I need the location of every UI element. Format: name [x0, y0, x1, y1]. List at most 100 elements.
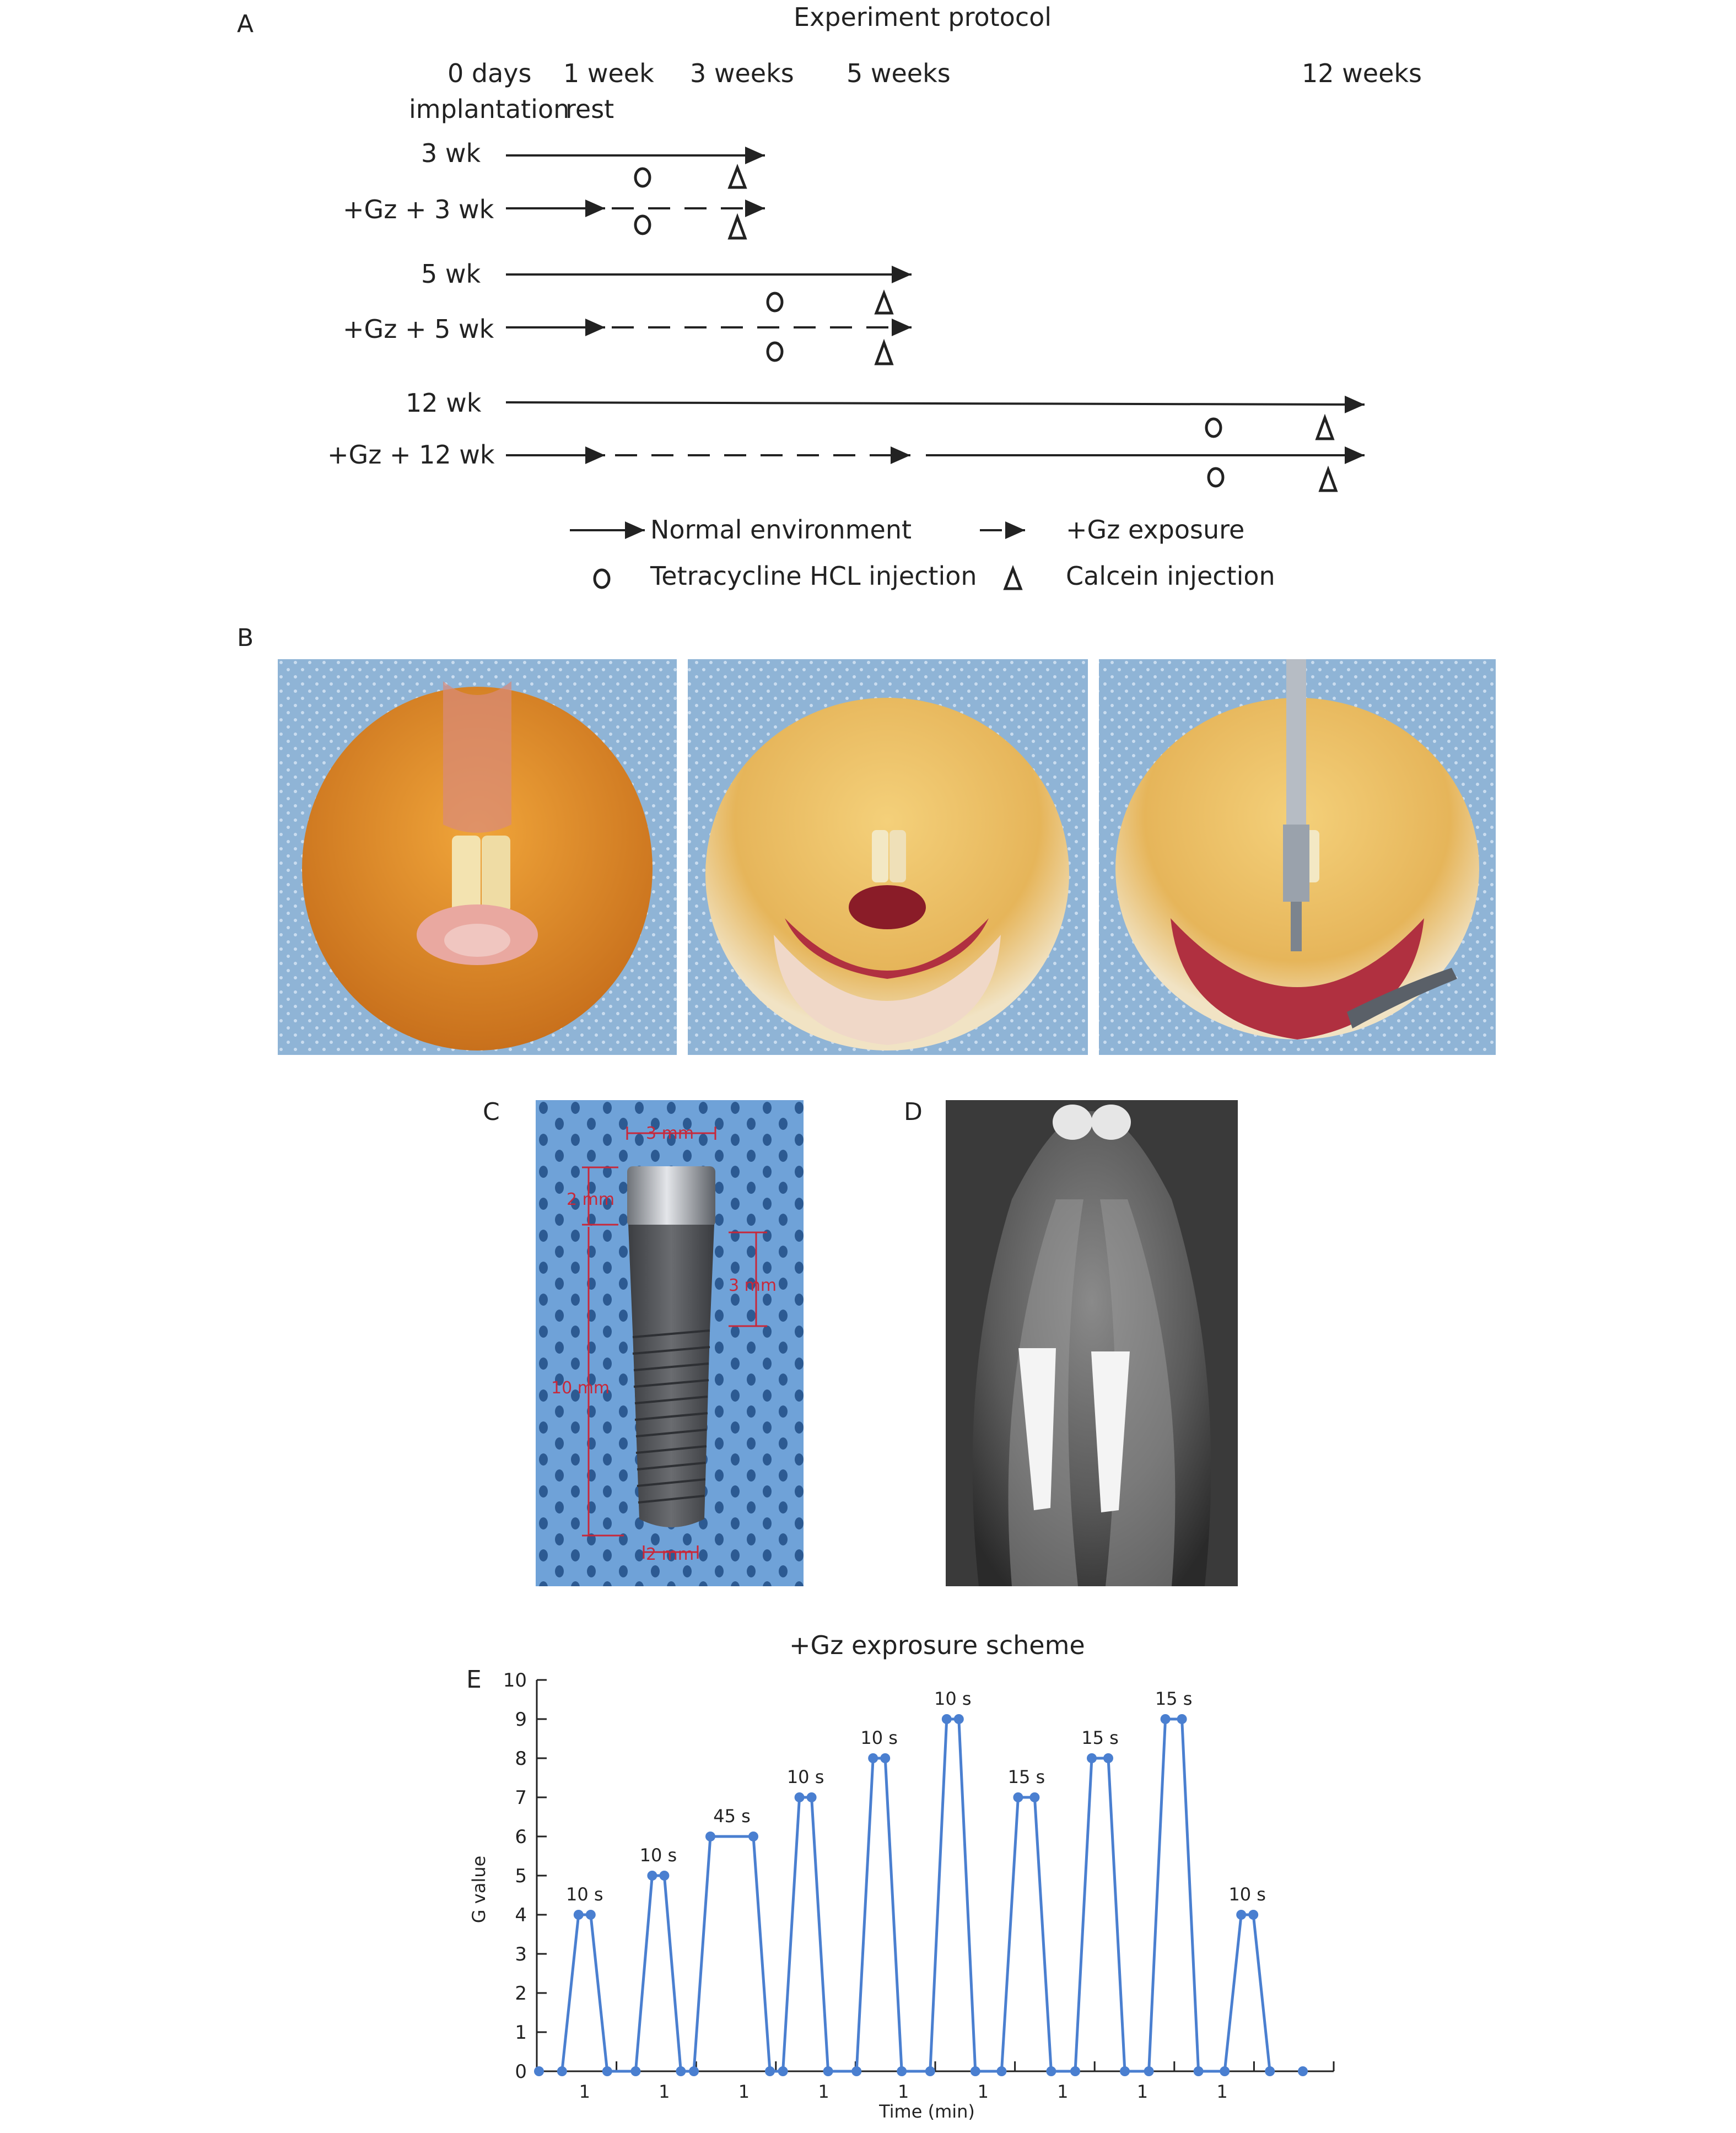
row-label-3wk: 3 wk — [421, 138, 481, 168]
legend-normal-label: Normal environment — [650, 515, 912, 545]
timepoint-1-week: 1 week — [563, 58, 654, 88]
y-tick-label: 4 — [515, 1904, 527, 1926]
implant-photo: 3 mm 2 mm 3 mm 10 mm 2 mm — [536, 1100, 804, 1586]
pulse-duration-label: 10 s — [934, 1688, 972, 1709]
data-point — [1177, 1714, 1187, 1724]
data-point — [1029, 1792, 1040, 1802]
x-tick-label: 1 — [978, 2081, 989, 2102]
timepoint-3-weeks: 3 weeks — [690, 58, 794, 88]
row-label-5wk: 5 wk — [421, 259, 481, 289]
x-tick-label: 1 — [738, 2081, 750, 2102]
data-point — [573, 1910, 584, 1920]
x-tick-label: 1 — [1216, 2081, 1227, 2102]
calcein-marker-12wk — [1315, 413, 1335, 440]
arrow-12wk-normal — [505, 395, 1365, 413]
pulse-duration-label: 15 s — [1155, 1688, 1193, 1709]
data-point — [851, 2066, 862, 2076]
row-label-gz-3wk: +Gz + 3 wk — [343, 195, 494, 224]
pulse-duration-label: 10 s — [860, 1727, 898, 1748]
tetracycline-marker-3wk — [634, 167, 651, 188]
y-tick-label: 2 — [515, 1983, 527, 2005]
data-point — [897, 2066, 907, 2076]
data-point — [602, 2066, 612, 2076]
dimension-label-collar-height: 2 mm — [567, 1190, 614, 1209]
timepoint-12-weeks: 12 weeks — [1302, 58, 1422, 88]
protocol-title: Experiment protocol — [794, 2, 1052, 32]
dimension-label-taper: 3 mm — [729, 1276, 777, 1295]
pulse-duration-label: 15 s — [1008, 1766, 1045, 1787]
calcein-marker-5wk — [874, 289, 894, 315]
data-point — [823, 2066, 833, 2076]
x-tick-label: 1 — [818, 2081, 829, 2102]
data-point — [1087, 1753, 1097, 1763]
dimension-label-collar-width: 3 mm — [646, 1124, 694, 1143]
x-tick-label: 1 — [579, 2081, 590, 2102]
dimension-label-apex-width: 2 mm — [646, 1545, 694, 1564]
data-point — [534, 2066, 544, 2076]
legend-tetracycline-icon — [593, 568, 611, 589]
sublabel-implantation: implantation — [409, 94, 570, 124]
row-label-gz-5wk: +Gz + 5 wk — [343, 314, 494, 344]
rat-face-photo-extraction — [688, 659, 1088, 1055]
y-tick-label: 6 — [515, 1826, 527, 1848]
data-point — [765, 2066, 775, 2076]
data-point — [868, 1753, 878, 1763]
data-point — [647, 1871, 657, 1881]
data-point — [1046, 2066, 1056, 2076]
data-point — [659, 1871, 670, 1881]
pulse-duration-label: 15 s — [1081, 1727, 1119, 1748]
xray-image — [946, 1100, 1238, 1586]
data-point — [705, 1832, 715, 1841]
data-point — [1193, 2066, 1204, 2076]
data-point — [806, 1792, 817, 1802]
rat-face-photo-before — [278, 659, 677, 1055]
calcein-marker-3wk — [727, 164, 747, 189]
legend-calcein-icon — [1003, 565, 1023, 590]
pulse-duration-label: 45 s — [713, 1806, 751, 1827]
panel-letter-c: C — [483, 1098, 500, 1126]
rat-photo-strip — [278, 659, 1496, 1055]
data-point — [1070, 2066, 1080, 2076]
x-tick-label: 1 — [659, 2081, 670, 2102]
panel-letter-d: D — [904, 1098, 923, 1126]
data-point — [925, 2066, 935, 2076]
y-tick-label: 1 — [515, 2022, 527, 2044]
protocol-timeline-arrows — [505, 147, 1365, 590]
y-tick-label: 7 — [515, 1787, 527, 1809]
tetracycline-marker-gz-3wk — [634, 214, 651, 235]
x-axis-label: Time (min) — [878, 2101, 975, 2122]
legend-tetracycline-label: Tetracycline HCL injection — [650, 561, 977, 591]
data-point — [1103, 1753, 1113, 1763]
calcein-marker-gz-5wk — [874, 338, 894, 365]
data-point — [1120, 2066, 1130, 2076]
y-tick-label: 8 — [515, 1748, 527, 1770]
tetracycline-marker-gz-5wk — [766, 341, 784, 362]
xray-implant-right — [1091, 1351, 1130, 1512]
pulse-duration-label: 10 s — [1228, 1884, 1266, 1905]
data-point — [630, 2066, 641, 2076]
data-point — [1144, 2066, 1154, 2076]
calcein-marker-gz-12wk — [1318, 465, 1338, 492]
y-axis-label: G value — [468, 1856, 489, 1923]
data-point — [953, 1714, 964, 1724]
xray-implant-left — [1018, 1348, 1056, 1510]
legend-gz-label: +Gz exposure — [1066, 515, 1245, 545]
row-label-12wk: 12 wk — [406, 388, 482, 418]
data-point — [585, 1910, 596, 1920]
data-point — [1248, 1910, 1259, 1920]
x-tick-label: 1 — [1057, 2081, 1068, 2102]
data-point — [557, 2066, 567, 2076]
data-point — [880, 1753, 891, 1763]
implant-collar — [627, 1166, 715, 1227]
y-tick-label: 3 — [515, 1943, 527, 1965]
tetracycline-marker-5wk — [766, 292, 784, 313]
data-point — [1160, 1714, 1171, 1724]
y-tick-label: 10 — [503, 1669, 527, 1692]
dimension-label-length: 10 mm — [551, 1378, 610, 1398]
pulse-duration-label: 10 s — [640, 1845, 677, 1866]
pulse-duration-label: 10 s — [566, 1884, 603, 1905]
chart-title: +Gz exprosure scheme — [789, 1630, 1085, 1660]
data-point — [1236, 1910, 1247, 1920]
